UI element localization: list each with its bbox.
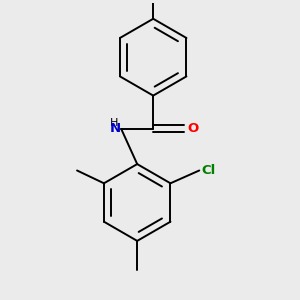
- Text: O: O: [188, 122, 199, 135]
- Text: N: N: [110, 122, 121, 135]
- Text: Cl: Cl: [202, 164, 216, 177]
- Text: H: H: [110, 118, 118, 128]
